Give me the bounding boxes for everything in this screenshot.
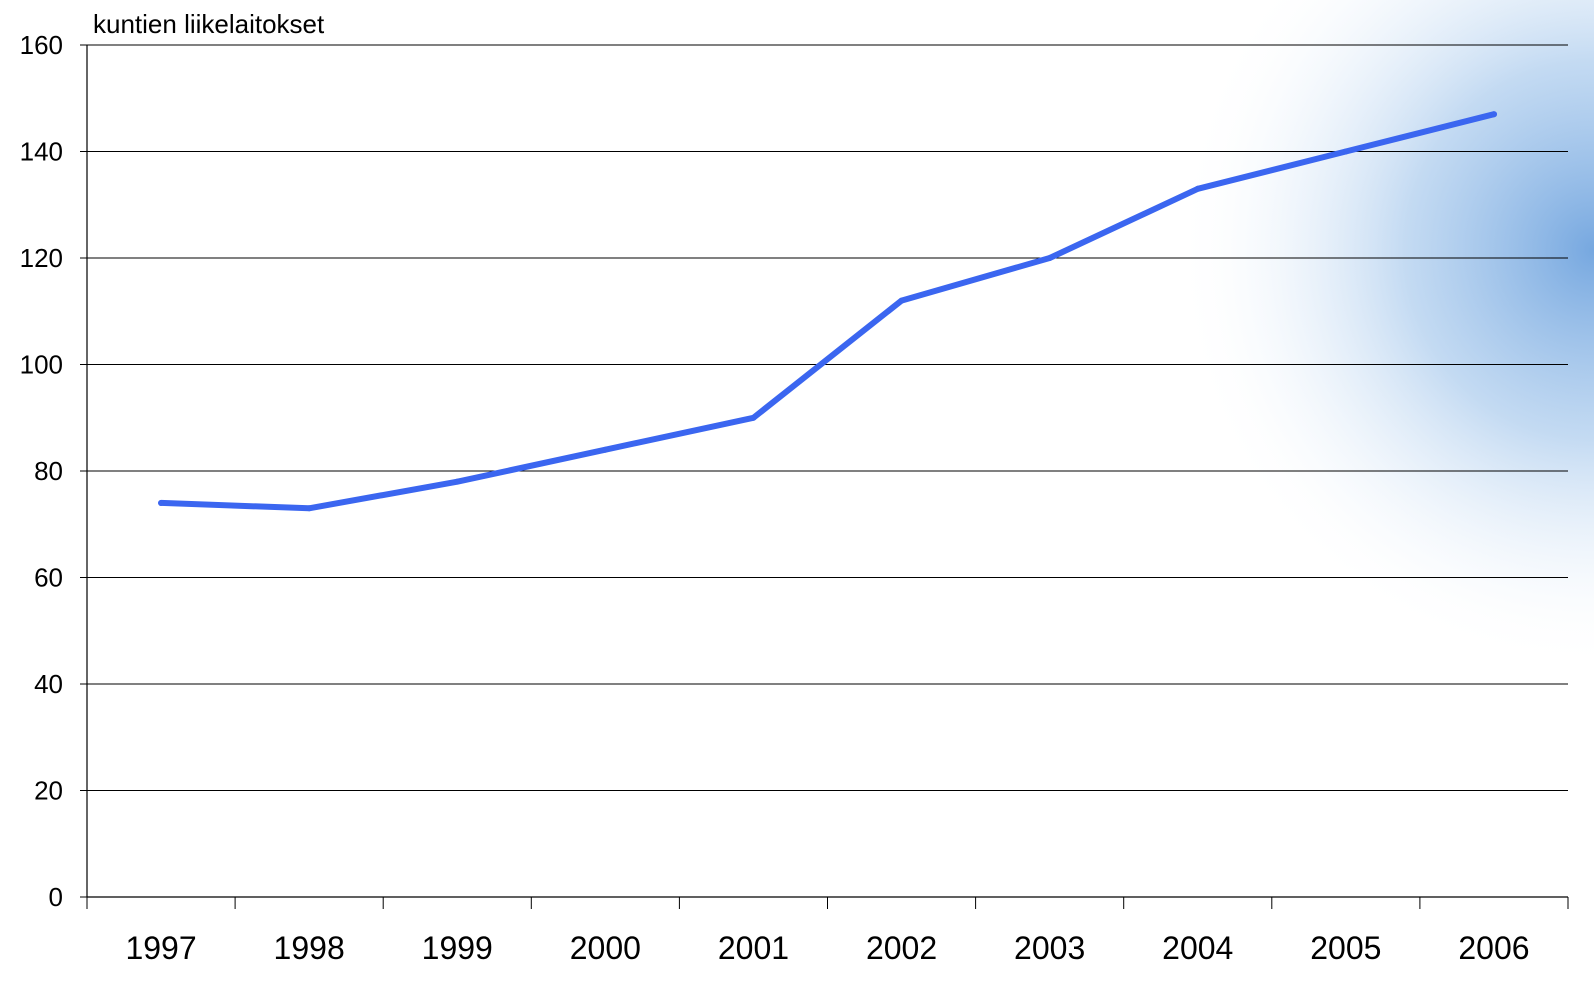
background-glow [1100, 0, 1594, 700]
y-tick-label-60: 60 [34, 563, 63, 593]
data-point-2004 [1194, 185, 1201, 192]
data-point-1999 [454, 478, 461, 485]
y-tick-label-20: 20 [34, 776, 63, 806]
x-tick-label-2000: 2000 [570, 930, 641, 966]
data-point-2006 [1490, 111, 1497, 118]
y-tick-label-140: 140 [20, 137, 63, 167]
series-group [158, 111, 1497, 512]
data-point-2000 [602, 446, 609, 453]
x-tick-label-2005: 2005 [1310, 930, 1381, 966]
y-axis-ticks: 0 20 40 60 80 100 120 140 160 [20, 30, 87, 912]
x-tick-label-2001: 2001 [718, 930, 789, 966]
y-tick-label-0: 0 [49, 882, 63, 912]
y-tick-label-120: 120 [20, 243, 63, 273]
y-tick-label-40: 40 [34, 669, 63, 699]
series-line-0 [158, 111, 1497, 512]
x-axis-ticks: 1997 1998 1999 2000 2001 2002 2003 2004 2005 2006 [86, 897, 1569, 966]
data-point-2001 [750, 414, 757, 421]
data-point-2005 [1342, 148, 1349, 155]
x-tick-label-2003: 2003 [1014, 930, 1085, 966]
data-point-1997 [158, 499, 165, 506]
y-tick-label-80: 80 [34, 456, 63, 486]
data-point-2002 [898, 297, 905, 304]
x-tick-label-2004: 2004 [1162, 930, 1233, 966]
x-tick-label-1999: 1999 [422, 930, 493, 966]
data-point-2003 [1046, 255, 1053, 261]
y-axis-label: kuntien liikelaitokset [93, 9, 325, 39]
gridlines [87, 44, 1568, 791]
x-tick-label-2006: 2006 [1458, 930, 1529, 966]
y-tick-label-160: 160 [20, 30, 63, 60]
x-tick-label-1997: 1997 [125, 930, 196, 966]
x-tick-label-2002: 2002 [866, 930, 937, 966]
data-point-1998 [306, 505, 313, 512]
x-tick-label-1998: 1998 [274, 930, 345, 966]
y-tick-label-100: 100 [20, 350, 63, 380]
